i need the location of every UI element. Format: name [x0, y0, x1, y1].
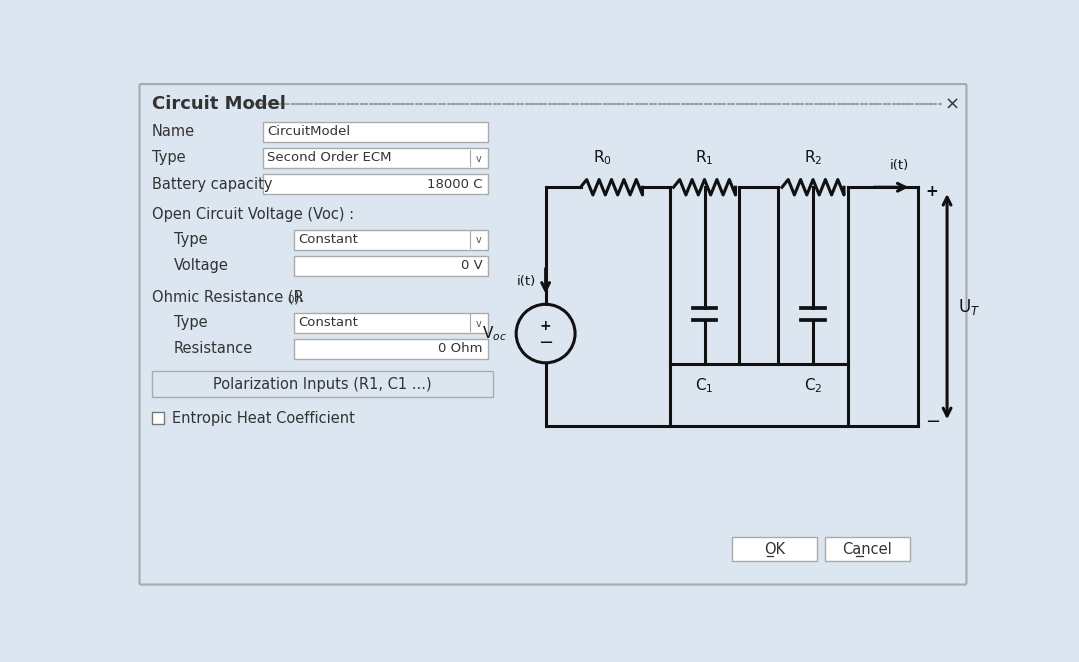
- Text: Entropic Heat Coefficient: Entropic Heat Coefficient: [172, 410, 355, 426]
- Text: Polarization Inputs (R1, C1 ...): Polarization Inputs (R1, C1 ...): [214, 377, 432, 392]
- Text: V$_{oc}$: V$_{oc}$: [482, 324, 507, 343]
- FancyBboxPatch shape: [152, 371, 493, 397]
- Text: Open Circuit Voltage (Voc) :: Open Circuit Voltage (Voc) :: [152, 207, 354, 222]
- Text: C$_1$: C$_1$: [695, 377, 714, 395]
- Text: 0 Ohm: 0 Ohm: [438, 342, 482, 355]
- FancyBboxPatch shape: [263, 122, 488, 142]
- Text: OK: OK: [764, 542, 784, 557]
- FancyBboxPatch shape: [293, 256, 488, 276]
- Text: U$_T$: U$_T$: [958, 297, 980, 316]
- Text: 0: 0: [287, 295, 295, 305]
- Text: −: −: [538, 334, 554, 352]
- Text: Ohmic Resistance (R: Ohmic Resistance (R: [152, 289, 303, 304]
- Text: v: v: [476, 318, 482, 328]
- Text: Cancel: Cancel: [843, 542, 892, 557]
- FancyBboxPatch shape: [293, 230, 488, 250]
- Text: R$_2$: R$_2$: [804, 149, 822, 167]
- Text: Type: Type: [174, 315, 207, 330]
- Text: Name: Name: [152, 124, 195, 139]
- FancyBboxPatch shape: [263, 148, 488, 168]
- Text: +: +: [540, 319, 551, 333]
- FancyBboxPatch shape: [263, 174, 488, 194]
- Text: 0 V: 0 V: [461, 260, 482, 272]
- Text: +: +: [926, 183, 938, 199]
- FancyBboxPatch shape: [732, 537, 817, 561]
- Text: Type: Type: [174, 232, 207, 247]
- Text: Type: Type: [152, 150, 186, 166]
- FancyBboxPatch shape: [139, 84, 967, 585]
- Text: i(t): i(t): [889, 159, 909, 172]
- Text: −: −: [926, 413, 941, 431]
- FancyBboxPatch shape: [824, 537, 910, 561]
- Text: C$_2$: C$_2$: [804, 377, 822, 395]
- Text: v: v: [476, 236, 482, 246]
- Text: ):: ):: [293, 289, 304, 304]
- Text: Second Order ECM: Second Order ECM: [268, 152, 392, 164]
- Text: R$_1$: R$_1$: [695, 149, 713, 167]
- Text: Constant: Constant: [299, 316, 358, 329]
- Text: i(t): i(t): [517, 275, 536, 288]
- Text: CircuitModel: CircuitModel: [268, 125, 351, 138]
- Text: Voltage: Voltage: [174, 258, 229, 273]
- Text: v: v: [476, 154, 482, 164]
- Text: Circuit Model: Circuit Model: [152, 95, 286, 113]
- FancyBboxPatch shape: [152, 412, 164, 424]
- Text: Battery capacity: Battery capacity: [152, 177, 272, 192]
- FancyBboxPatch shape: [293, 312, 488, 333]
- Text: R$_0$: R$_0$: [592, 149, 612, 167]
- FancyBboxPatch shape: [293, 339, 488, 359]
- Text: Resistance: Resistance: [174, 342, 252, 356]
- Text: 18000 C: 18000 C: [427, 177, 482, 191]
- Text: Constant: Constant: [299, 233, 358, 246]
- Text: ×: ×: [945, 95, 960, 113]
